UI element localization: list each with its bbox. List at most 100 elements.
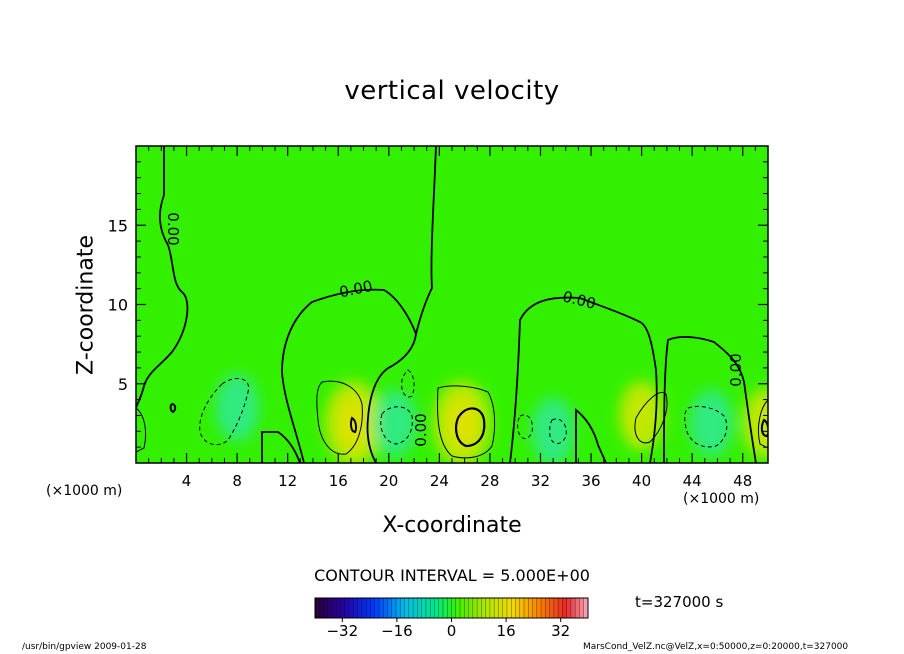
- contour-label: 0.00: [164, 212, 182, 245]
- footer-program-info: /usr/bin/gpview 2009-01-28: [22, 642, 147, 652]
- colorbar-swatch: [408, 598, 414, 618]
- zero-contour-line: [261, 431, 301, 463]
- x-tick-label: 48: [733, 472, 752, 490]
- x-tick-label: 20: [379, 472, 398, 490]
- colorbar-swatch: [562, 598, 567, 618]
- positive-contour-line: [634, 392, 668, 444]
- zero-contour-line: [366, 333, 417, 463]
- zero-contour-line: [136, 146, 189, 409]
- x-tick-label: 24: [430, 472, 449, 490]
- strong-contour-line: [455, 407, 486, 448]
- colorbar-swatch: [370, 598, 376, 618]
- colorbar-swatch: [378, 598, 384, 618]
- colorbar-tick-label: 16: [497, 622, 516, 640]
- colorbar-swatch: [528, 598, 533, 618]
- colorbar-swatch: [327, 598, 333, 618]
- positive-contour-line: [136, 407, 147, 453]
- colorbar-swatch: [489, 598, 495, 618]
- colorbar-swatch: [404, 598, 410, 618]
- x-tick-label: 28: [480, 472, 499, 490]
- colorbar-swatch: [519, 598, 525, 618]
- positive-contour-line: [757, 399, 768, 449]
- colorbar-swatch: [511, 598, 516, 618]
- colorbar-swatch: [570, 598, 576, 618]
- color-field: [215, 373, 768, 463]
- colorbar-swatch: [536, 598, 542, 618]
- chart-title: vertical velocity: [344, 76, 560, 106]
- colorbar-swatch: [315, 598, 320, 618]
- colorbar-swatch: [383, 598, 388, 618]
- colorbar-swatch: [413, 598, 418, 618]
- strong-contour-line: [760, 418, 768, 438]
- colorbar-swatch: [353, 598, 358, 618]
- colorbar-swatch: [332, 598, 337, 618]
- colorbar-swatch: [468, 598, 474, 618]
- x-tick-label: 4: [182, 472, 192, 490]
- colorbar-swatch: [344, 598, 350, 618]
- updraft-region: [743, 389, 768, 458]
- colorbar-swatch: [336, 598, 341, 618]
- colorbar-swatch: [485, 598, 491, 618]
- colorbar-swatch: [391, 598, 397, 618]
- x-tick-label: 36: [581, 472, 600, 490]
- y-axis-unit: (×1000 m): [46, 483, 123, 499]
- colorbar-swatch: [447, 598, 452, 618]
- colorbar-swatch: [464, 598, 469, 618]
- colorbar-swatch: [357, 598, 363, 618]
- colorbar-tick-label: −32: [326, 622, 358, 640]
- negative-contour-line: [401, 369, 415, 398]
- updraft-region: [619, 381, 664, 450]
- positive-contour-line: [437, 385, 496, 459]
- x-axis-unit: (×1000 m): [683, 491, 760, 507]
- colorbar-swatch: [549, 598, 555, 618]
- x-tick-label: 32: [531, 472, 550, 490]
- downdraft-region: [531, 397, 576, 463]
- colorbar-swatch: [494, 598, 499, 618]
- y-axis-ticks: 5 10 15: [108, 161, 768, 448]
- x-tick-label: 40: [632, 472, 651, 490]
- colorbar-swatch: [506, 598, 512, 618]
- footer-data-source: MarsCond_VelZ.nc@VelZ,x=0:50000,z=0:2000…: [583, 642, 849, 652]
- strong-contour-line: [350, 416, 357, 434]
- x-axis-ticks: 4 8 12 16 20 24 28 32 36 40 44 48: [148, 146, 756, 490]
- contour-label: 0.00: [412, 413, 430, 446]
- time-label: t=327000 s: [635, 593, 724, 611]
- colorbar-swatch: [366, 598, 371, 618]
- y-tick-label: 10: [108, 296, 128, 315]
- x-tick-label: 44: [683, 472, 702, 490]
- colorbar-swatch: [460, 598, 465, 618]
- x-tick-label: 16: [329, 472, 348, 490]
- colorbar-swatch: [417, 598, 422, 618]
- colorbar-swatch: [430, 598, 435, 618]
- x-axis-label: X-coordinate: [382, 513, 522, 538]
- colorbar-tick-label: 0: [447, 622, 457, 640]
- strong-contour-line: [169, 402, 177, 414]
- colorbar-swatch: [434, 598, 440, 618]
- x-tick-label: 12: [278, 472, 297, 490]
- colorbar-tick-label: 32: [551, 622, 570, 640]
- colorbar-swatch: [481, 598, 486, 618]
- colorbar-swatch: [472, 598, 478, 618]
- colorbar-swatch: [477, 598, 482, 618]
- colorbar-swatch: [425, 598, 431, 618]
- x-tick-label: 8: [232, 472, 242, 490]
- y-tick-label: 15: [108, 216, 128, 235]
- colorbar-swatch: [502, 598, 508, 618]
- zero-contour-line: [281, 146, 437, 463]
- colorbar-swatch: [442, 598, 448, 618]
- downdraft-region: [373, 389, 418, 458]
- negative-contour-line: [684, 405, 728, 448]
- contour-interval-text: CONTOUR INTERVAL = 5.000E+00: [314, 566, 590, 585]
- colorbar-swatch: [374, 598, 380, 618]
- colorbar-swatch: [583, 598, 589, 618]
- colorbar-swatch: [575, 598, 580, 618]
- colorbar-swatch: [387, 598, 393, 618]
- colorbar-swatch: [340, 598, 346, 618]
- colorbar-swatch: [349, 598, 354, 618]
- colorbar-swatch: [361, 598, 367, 618]
- colorbar-swatch: [323, 598, 329, 618]
- colorbar-swatch: [553, 598, 559, 618]
- y-tick-label: 5: [118, 375, 128, 394]
- colorbar-swatch: [532, 598, 538, 618]
